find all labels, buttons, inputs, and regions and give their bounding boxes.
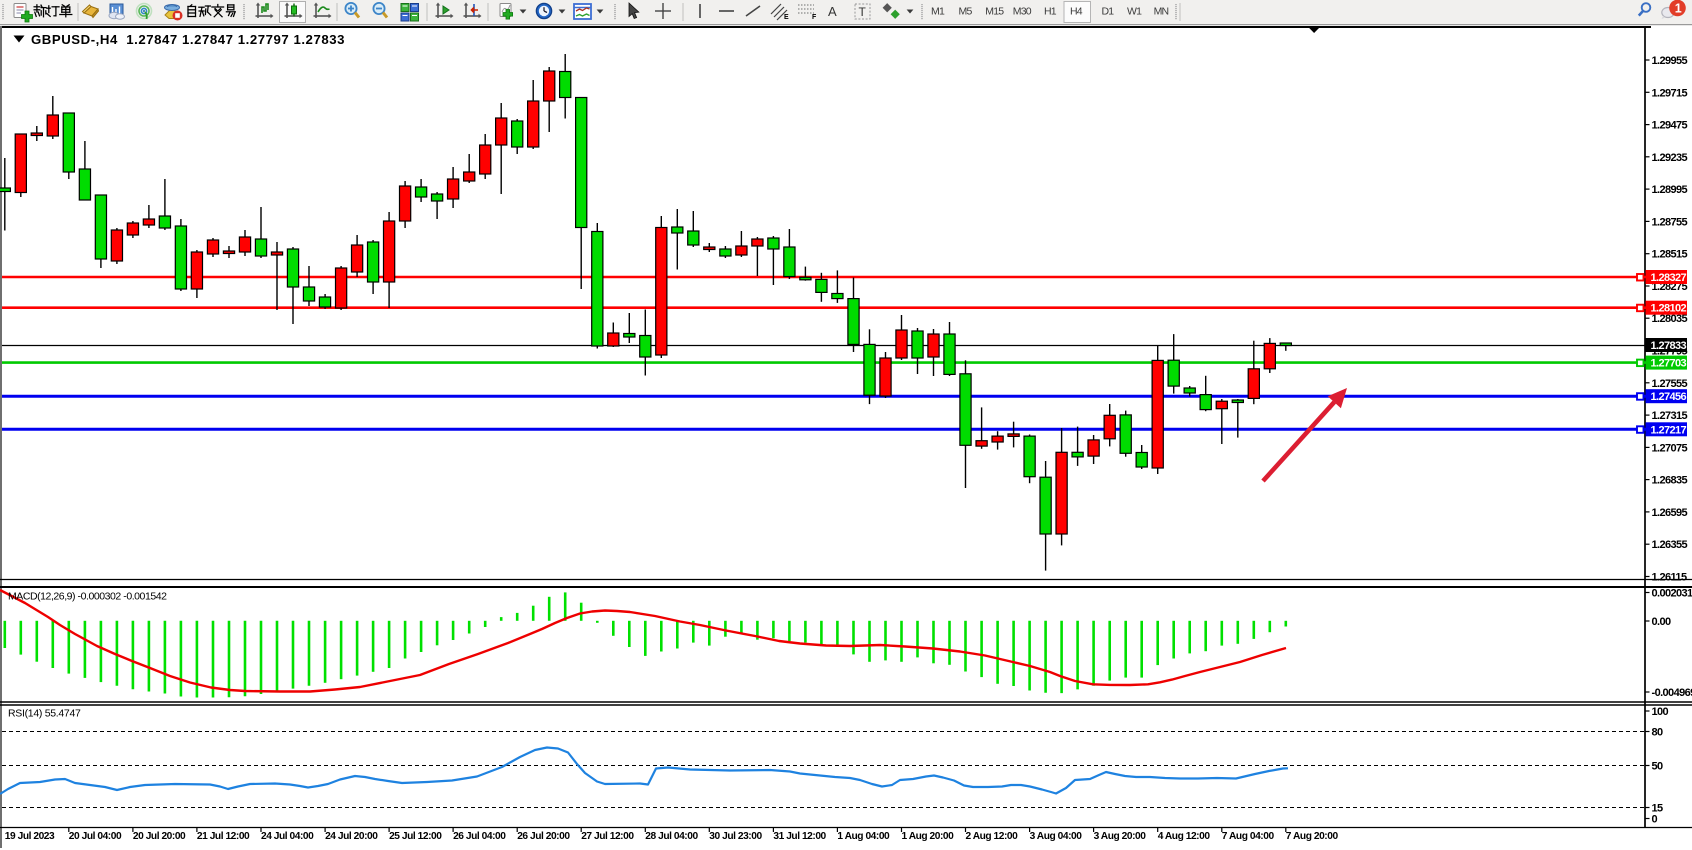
svg-text:M30: M30 [1013, 6, 1032, 18]
svg-text:1.27315: 1.27315 [1652, 410, 1688, 422]
svg-text:1.27456: 1.27456 [1651, 391, 1687, 403]
svg-text:27 Jul 12:00: 27 Jul 12:00 [581, 831, 634, 842]
svg-text:1.26595: 1.26595 [1652, 507, 1688, 519]
svg-text:1.27703: 1.27703 [1651, 358, 1687, 370]
svg-text:1.29955: 1.29955 [1652, 55, 1688, 67]
svg-text:1.27075: 1.27075 [1652, 442, 1688, 454]
svg-text:1.28755: 1.28755 [1652, 216, 1688, 228]
svg-text:1.28995: 1.28995 [1652, 184, 1688, 196]
svg-text:3 Aug 20:00: 3 Aug 20:00 [1094, 831, 1147, 842]
svg-text:21 Jul 12:00: 21 Jul 12:00 [197, 831, 250, 842]
svg-text:0: 0 [1652, 814, 1658, 826]
svg-text:1.28515: 1.28515 [1652, 249, 1688, 261]
svg-text:M5: M5 [959, 6, 973, 18]
svg-text:80: 80 [1652, 727, 1664, 739]
svg-text:28 Jul 04:00: 28 Jul 04:00 [645, 831, 698, 842]
svg-text:M15: M15 [985, 6, 1004, 18]
svg-text:24 Jul 20:00: 24 Jul 20:00 [325, 831, 378, 842]
svg-text:1.26355: 1.26355 [1652, 539, 1688, 551]
svg-text:T: T [859, 5, 867, 19]
svg-text:20 Jul 04:00: 20 Jul 04:00 [69, 831, 122, 842]
svg-text:M1: M1 [931, 6, 945, 18]
svg-text:4 Aug 12:00: 4 Aug 12:00 [1158, 831, 1211, 842]
svg-text:W1: W1 [1127, 6, 1142, 18]
svg-text:A: A [828, 4, 837, 19]
svg-text:100: 100 [1652, 706, 1669, 718]
svg-text:26 Jul 20:00: 26 Jul 20:00 [517, 831, 570, 842]
svg-text:1.26835: 1.26835 [1652, 475, 1688, 487]
svg-text:-0.004969: -0.004969 [1652, 687, 1692, 699]
svg-text:H1: H1 [1044, 6, 1057, 18]
svg-text:7 Aug 20:00: 7 Aug 20:00 [1286, 831, 1339, 842]
svg-text:D1: D1 [1102, 6, 1115, 18]
svg-text:1: 1 [1675, 1, 1682, 15]
svg-text:1.27555: 1.27555 [1652, 378, 1688, 390]
svg-text:1.29715: 1.29715 [1652, 87, 1688, 99]
svg-text:1.26115: 1.26115 [1652, 572, 1687, 584]
svg-text:1.27217: 1.27217 [1651, 424, 1687, 436]
svg-text:1.27833: 1.27833 [1651, 340, 1687, 352]
svg-text:1.28102: 1.28102 [1651, 303, 1687, 315]
svg-text:0.002031: 0.002031 [1652, 588, 1692, 600]
svg-text:30 Jul 23:00: 30 Jul 23:00 [709, 831, 762, 842]
svg-text:MN: MN [1154, 6, 1169, 18]
svg-text:7 Aug 04:00: 7 Aug 04:00 [1222, 831, 1275, 842]
svg-text:26 Jul 04:00: 26 Jul 04:00 [453, 831, 506, 842]
svg-text:1.28035: 1.28035 [1652, 313, 1688, 325]
svg-text:0.00: 0.00 [1652, 616, 1671, 628]
svg-text:24 Jul 04:00: 24 Jul 04:00 [261, 831, 314, 842]
svg-text:1.29235: 1.29235 [1652, 152, 1688, 164]
svg-text:MACD(12,26,9) -0.000302 -0.001: MACD(12,26,9) -0.000302 -0.001542 [8, 591, 167, 603]
svg-text:3 Aug 04:00: 3 Aug 04:00 [1030, 831, 1083, 842]
svg-text:20 Jul 20:00: 20 Jul 20:00 [133, 831, 186, 842]
svg-text:31 Jul 12:00: 31 Jul 12:00 [773, 831, 826, 842]
svg-text:15: 15 [1652, 803, 1664, 815]
svg-text:2 Aug 12:00: 2 Aug 12:00 [966, 831, 1019, 842]
svg-text:1 Aug 20:00: 1 Aug 20:00 [902, 831, 955, 842]
svg-text:H4: H4 [1070, 6, 1083, 18]
svg-text:25 Jul 12:00: 25 Jul 12:00 [389, 831, 442, 842]
svg-text:1 Aug 04:00: 1 Aug 04:00 [837, 831, 890, 842]
svg-text:1.29475: 1.29475 [1652, 120, 1688, 132]
svg-text:1.28327: 1.28327 [1651, 272, 1687, 284]
svg-text:E: E [784, 14, 789, 21]
svg-text:RSI(14) 55.4747: RSI(14) 55.4747 [8, 708, 81, 720]
svg-text:GBPUSD-,H4 1.27847 1.27847 1.: GBPUSD-,H4 1.27847 1.27847 1.27797 1.278… [31, 32, 345, 47]
svg-text:F: F [812, 14, 817, 21]
svg-text:19 Jul 2023: 19 Jul 2023 [5, 831, 55, 842]
svg-text:50: 50 [1652, 761, 1664, 773]
